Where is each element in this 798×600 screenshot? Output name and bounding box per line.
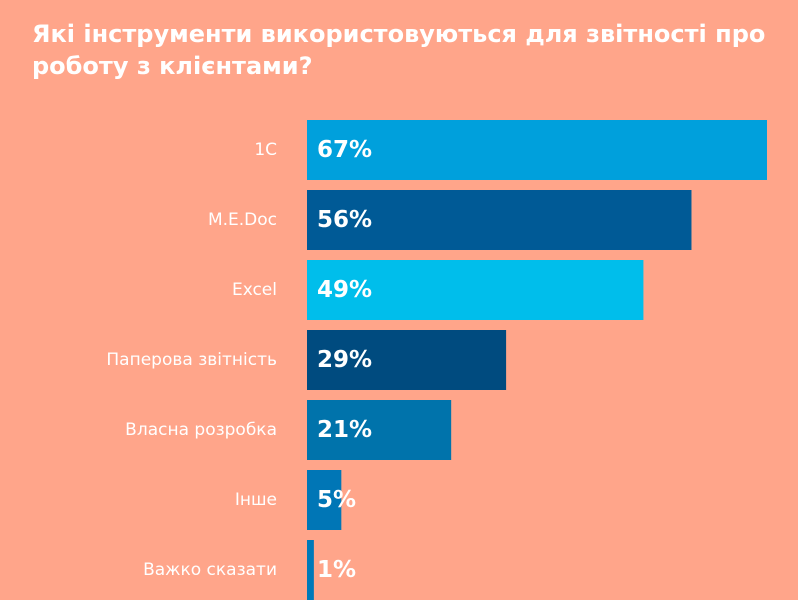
bar <box>307 470 342 530</box>
value-label: 49% <box>317 277 372 303</box>
bar <box>307 190 692 250</box>
category-label: Паперова звітність <box>106 350 277 370</box>
value-label: 21% <box>317 417 372 443</box>
bar <box>307 260 644 320</box>
category-label: Важко сказати <box>143 560 277 580</box>
bar <box>307 400 452 460</box>
value-label: 56% <box>317 207 372 233</box>
value-label: 1% <box>317 557 356 583</box>
bar <box>307 120 767 180</box>
value-label: 5% <box>317 487 356 513</box>
category-label: 1С <box>254 140 277 160</box>
category-label: M.E.Doc <box>208 210 277 230</box>
category-label: Власна розробка <box>125 420 277 440</box>
category-label: Інше <box>235 490 277 510</box>
category-label: Excel <box>232 280 277 300</box>
chart-title: Які інструменти використовуються для зві… <box>32 20 766 80</box>
bar <box>307 330 507 390</box>
value-label: 67% <box>317 137 372 163</box>
bar <box>307 540 314 600</box>
value-label: 29% <box>317 347 372 373</box>
